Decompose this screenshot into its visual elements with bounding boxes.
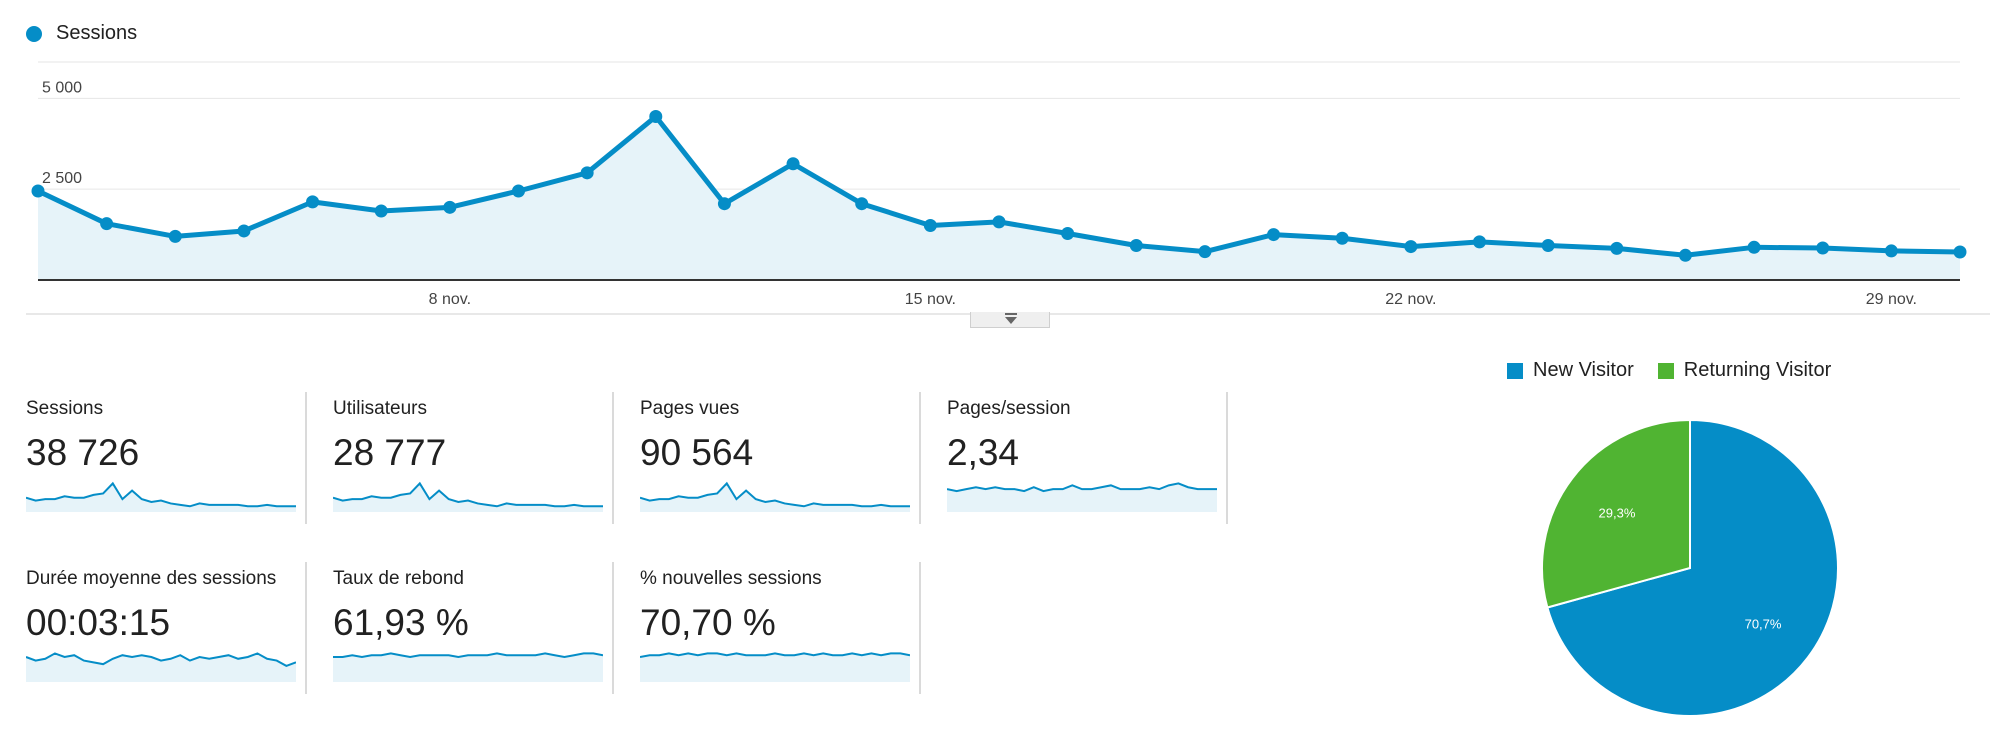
sparkline-line [640, 481, 910, 508]
metric-taux-rebond[interactable]: Taux de rebond 61,93 % [307, 562, 614, 694]
sparkline-area [333, 483, 603, 512]
series-dot-icon [26, 25, 42, 42]
metric-label: Durée moyenne des sessions [26, 568, 277, 589]
legend-label: Sessions [56, 22, 138, 44]
metric-value: 2,34 [947, 432, 1020, 473]
metric-pages-vues[interactable]: Pages vues 90 564 [614, 392, 921, 524]
pie-legend-label: New Visitor [1533, 359, 1634, 381]
data-point[interactable] [717, 197, 731, 211]
sparkline [333, 652, 603, 682]
returning-visitor-swatch [1657, 362, 1674, 379]
sparkline-area [947, 483, 1217, 512]
data-point[interactable] [1610, 241, 1624, 255]
metric-label: Sessions [26, 398, 104, 419]
data-point[interactable] [1129, 238, 1143, 252]
data-point[interactable] [1541, 238, 1555, 252]
sparkline-line [333, 652, 603, 659]
chart-collapse-toggle[interactable] [970, 312, 1050, 328]
metric-label: Pages vues [640, 398, 740, 419]
y-tick-label: 2 500 [42, 170, 82, 187]
metric-value: 90 564 [640, 432, 754, 473]
metric-label: % nouvelles sessions [640, 568, 822, 589]
sparkline-area [333, 653, 603, 682]
data-point[interactable] [649, 110, 663, 123]
sparkline-line [947, 482, 1217, 493]
chevron-down-icon [1005, 317, 1017, 324]
sparkline-area [26, 653, 296, 682]
x-tick-label: 22 nov. [1385, 291, 1436, 308]
pie-slice-label: 70,7% [1745, 617, 1782, 632]
y-tick-label: 5 000 [42, 79, 82, 96]
metric-pages-session[interactable]: Pages/session 2,34 [921, 392, 1228, 524]
data-point[interactable] [786, 157, 800, 171]
sparkline [26, 652, 296, 682]
metric-value: 00:03:15 [26, 602, 171, 643]
data-point[interactable] [1884, 244, 1898, 258]
metric-sessions[interactable]: Sessions 38 726 [0, 392, 307, 524]
data-point[interactable] [31, 184, 45, 198]
sparkline-area [26, 483, 296, 512]
visitor-pie-chart: 70,7% 29,3% [1541, 418, 1839, 717]
data-point[interactable] [1335, 231, 1349, 245]
metric-label: Taux de rebond [333, 568, 464, 589]
sparkline-line [26, 481, 296, 508]
data-point[interactable] [1678, 248, 1692, 262]
metric-utilisateurs[interactable]: Utilisateurs 28 777 [307, 392, 614, 524]
data-point[interactable] [512, 184, 525, 198]
series-area [38, 116, 1960, 280]
pie-slice[interactable] [1546, 418, 1839, 717]
data-point[interactable] [992, 215, 1006, 229]
x-tick-label: 8 nov. [429, 291, 471, 308]
metric-duree-moyenne[interactable]: Durée moyenne des sessions 00:03:15 [0, 562, 307, 694]
x-tick-label: 29 nov. [1866, 291, 1917, 308]
sparkline-line [640, 652, 910, 658]
x-tick-label: 15 nov. [905, 291, 956, 308]
expander-bar-icon [1005, 313, 1017, 315]
new-visitor-swatch [1507, 362, 1523, 379]
data-point[interactable] [306, 195, 320, 209]
data-point[interactable] [1267, 228, 1281, 242]
sparkline [26, 481, 296, 512]
metric-nouvelles-sessions[interactable]: % nouvelles sessions 70,70 % [614, 562, 921, 694]
data-point[interactable] [237, 224, 251, 238]
pie-legend-label: Returning Visitor [1683, 359, 1832, 381]
pie-slice-label: 29,3% [1599, 505, 1636, 520]
data-point[interactable] [923, 219, 937, 232]
sparkline [333, 481, 603, 512]
sparkline-line [26, 652, 296, 668]
data-point[interactable] [580, 166, 594, 180]
pie-legend[interactable]: New Visitor Returning Visitor [1507, 359, 1855, 382]
sparkline-line [333, 481, 603, 508]
sparkline-area [640, 653, 910, 682]
data-point[interactable] [1198, 245, 1212, 259]
chart-legend[interactable]: Sessions [26, 22, 137, 45]
data-point[interactable] [855, 197, 869, 211]
sessions-line-chart: 2 500 5 000 8 nov. 15 nov. 22 nov. 29 nov. [26, 61, 1990, 315]
data-point[interactable] [374, 204, 388, 218]
metric-value: 28 777 [333, 432, 447, 473]
sparkline [640, 481, 910, 512]
data-point[interactable] [1747, 240, 1761, 254]
sparkline-area [640, 483, 910, 512]
sparkline [640, 652, 910, 682]
data-point[interactable] [1404, 240, 1418, 254]
metric-label: Utilisateurs [333, 398, 427, 419]
data-point[interactable] [1953, 245, 1967, 259]
data-point[interactable] [1061, 226, 1075, 240]
metric-value: 61,93 % [333, 602, 469, 643]
sparkline [947, 482, 1217, 512]
metric-value: 70,70 % [640, 602, 776, 643]
data-point[interactable] [443, 200, 457, 214]
data-point[interactable] [100, 217, 114, 231]
data-point[interactable] [168, 229, 182, 243]
metric-label: Pages/session [947, 398, 1071, 419]
data-point[interactable] [1473, 235, 1486, 249]
pie-slice[interactable] [1541, 418, 1691, 609]
metric-value: 38 726 [26, 432, 140, 473]
data-point[interactable] [1816, 241, 1830, 255]
